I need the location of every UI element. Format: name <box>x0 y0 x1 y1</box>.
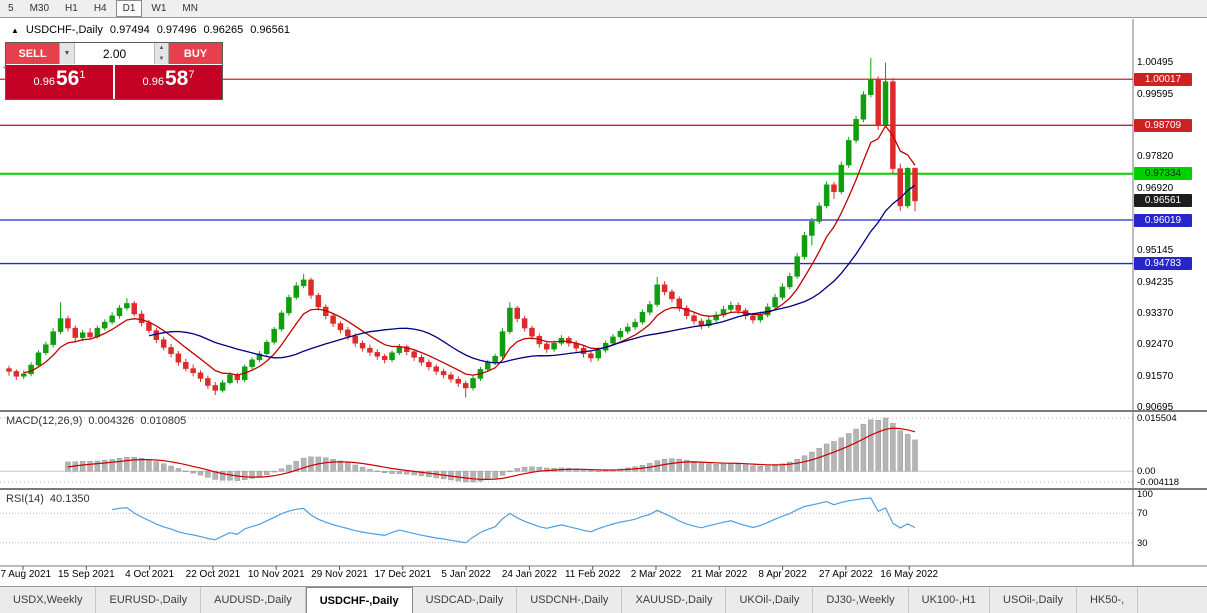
macd-name: MACD(12,26,9) <box>6 415 83 427</box>
price-axis-tick-0.90695: 0.90695 <box>1137 401 1174 413</box>
ohlc-low: 0.96265 <box>203 24 244 36</box>
date-axis-label-6: 17 Dec 2021 <box>374 569 432 580</box>
macd-axis-label-0.015504: 0.015504 <box>1137 413 1177 424</box>
ohlc-open: 0.97494 <box>109 24 150 36</box>
date-axis-label-2: 4 Oct 2021 <box>125 569 175 580</box>
date-axis-label-10: 2 Mar 2022 <box>630 569 682 580</box>
date-axis-label-11: 21 Mar 2022 <box>691 569 748 580</box>
chart-tab-dj30-weekly[interactable]: DJ30-,Weekly <box>813 587 909 613</box>
timeframe-button-h1[interactable]: H1 <box>65 3 78 14</box>
volume-up-icon[interactable]: ▲ <box>155 43 168 54</box>
one-click-trading-panel: SELL ▼ 2.00 ▲ ▼ BUY 0.96 56 1 0.96 58 7 <box>5 42 223 100</box>
symbol-marker-icon: ▲ <box>11 25 19 35</box>
sell-price-big: 56 <box>55 67 80 90</box>
chart-tab-xauusd-daily[interactable]: XAUUSD-,Daily <box>622 587 727 613</box>
price-line-label-0.94783: 0.94783 <box>1134 257 1192 271</box>
price-line-label-0.96019: 0.96019 <box>1134 213 1192 227</box>
rsi-name: RSI(14) <box>6 493 44 505</box>
rsi-axis-label-70: 70 <box>1137 508 1148 520</box>
ohlc-close: 0.96561 <box>250 24 290 36</box>
timeframe-toolbar: 5 M30 H1 H4 D1 W1 MN <box>0 0 1207 18</box>
price-axis-tick-0.94235: 0.94235 <box>1137 277 1174 289</box>
chart-tab-eurusd-daily[interactable]: EURUSD-,Daily <box>96 587 202 613</box>
buy-button[interactable]: BUY <box>169 43 222 64</box>
chart-tab-hk50[interactable]: HK50-, <box>1077 587 1139 613</box>
chart-tab-uk100-h1[interactable]: UK100-,H1 <box>909 587 991 613</box>
chart-tab-bar: USDX,Weekly EURUSD-,Daily AUDUSD-,Daily USD… <box>0 586 1207 613</box>
ohlc-high: 0.97496 <box>156 24 197 36</box>
date-axis-label-1: 15 Sep 2021 <box>57 569 115 580</box>
buy-price-sup: 7 <box>188 69 195 81</box>
date-axis-label-12: 8 Apr 2022 <box>758 569 807 580</box>
macd-value-signal: 0.010805 <box>140 415 187 427</box>
timeframe-button-m30[interactable]: M30 <box>29 3 50 14</box>
rsi-axis-label-100: 100 <box>1137 489 1153 500</box>
price-axis-tick-0.95145: 0.95145 <box>1137 245 1174 257</box>
timeframe-button-d1[interactable]: D1 <box>115 0 143 17</box>
volume-value[interactable]: 2.00 <box>102 46 127 61</box>
macd-axis-label--0.004118: -0.004118 <box>1137 477 1180 488</box>
chart-tab-usdx-weekly[interactable]: USDX,Weekly <box>0 587 97 613</box>
rsi-value: 40.1350 <box>49 493 90 505</box>
chart-tab-usdcnh-daily[interactable]: USDCNH-,Daily <box>517 587 623 613</box>
chart-ohlc-info: ▲ USDCHF-,Daily 0.97494 0.97496 0.96265 … <box>7 23 294 37</box>
timeframe-button-h4[interactable]: H4 <box>93 3 107 14</box>
volume-field[interactable]: ▼ 2.00 ▲ ▼ <box>59 43 169 64</box>
price-axis-tick-1.00495: 1.00495 <box>1137 56 1174 68</box>
sell-button[interactable]: SELL <box>6 43 59 64</box>
timeframe-button-w1[interactable]: W1 <box>151 3 167 14</box>
chart-tab-ukoil-daily[interactable]: UKOil-,Daily <box>726 587 814 613</box>
date-axis-label-3: 22 Oct 2021 <box>185 569 241 580</box>
rsi-indicator-label: RSI(14) 40.1350 <box>6 493 96 505</box>
macd-histogram <box>65 417 918 483</box>
date-axis-label-13: 27 Apr 2022 <box>818 569 873 580</box>
price-line-label-0.97334: 0.97334 <box>1134 167 1192 181</box>
chart-tab-usdchf-daily[interactable]: USDCHF-,Daily <box>305 587 413 613</box>
volume-down-icon[interactable]: ▼ <box>155 53 168 64</box>
timeframe-button-mn[interactable]: MN <box>182 3 198 14</box>
candles <box>6 58 918 398</box>
rsi-axis-label-30: 30 <box>1137 537 1148 549</box>
price-axis-tick-0.99595: 0.99595 <box>1137 88 1174 100</box>
price-line-label-0.98709: 0.98709 <box>1134 118 1192 132</box>
timeframe-button-5[interactable]: 5 <box>8 3 14 14</box>
price-axis-tick-0.97820: 0.97820 <box>1137 151 1174 163</box>
buy-price-small: 0.96 <box>142 76 164 88</box>
date-axis-label-4: 10 Nov 2021 <box>247 569 305 580</box>
sell-price[interactable]: 0.96 56 1 <box>6 65 113 99</box>
buy-price[interactable]: 0.96 58 7 <box>115 65 222 99</box>
sell-price-sup: 1 <box>79 69 86 81</box>
sell-price-small: 0.96 <box>33 76 55 88</box>
price-line-label-0.96561: 0.96561 <box>1134 194 1192 208</box>
date-axis-label-0: 27 Aug 2021 <box>0 569 52 580</box>
price-axis-tick-0.93370: 0.93370 <box>1137 307 1174 319</box>
date-axis-label-8: 24 Jan 2022 <box>501 569 557 580</box>
chart-tab-usdcad-daily[interactable]: USDCAD-,Daily <box>413 587 518 613</box>
date-axis-label-7: 5 Jan 2022 <box>441 569 491 580</box>
macd-indicator-label: MACD(12,26,9) 0.004326 0.010805 <box>6 415 192 427</box>
volume-dropdown-icon[interactable]: ▼ <box>60 43 75 64</box>
date-axis-label-9: 11 Feb 2022 <box>564 569 621 580</box>
price-axis-tick-0.92470: 0.92470 <box>1137 339 1174 351</box>
price-axis-tick-0.91570: 0.91570 <box>1137 371 1174 383</box>
buy-price-big: 58 <box>164 67 189 90</box>
chart-tab-usoil-daily[interactable]: USOil-,Daily <box>990 587 1077 613</box>
chart-tab-audusd-daily[interactable]: AUDUSD-,Daily <box>201 587 306 613</box>
macd-value-main: 0.004326 <box>88 415 135 427</box>
horizontal-level-lines[interactable] <box>0 78 1133 265</box>
volume-stepper[interactable]: ▲ ▼ <box>154 43 168 64</box>
macd-axis-label-0.00: 0.00 <box>1137 466 1156 478</box>
price-line-label-1.00017: 1.00017 <box>1134 72 1192 86</box>
date-axis-label-14: 16 May 2022 <box>880 569 939 580</box>
symbol-title: USDCHF-,Daily <box>25 24 103 36</box>
price-axis-tick-0.96920: 0.96920 <box>1137 182 1174 194</box>
date-axis-label-5: 29 Nov 2021 <box>311 569 368 580</box>
